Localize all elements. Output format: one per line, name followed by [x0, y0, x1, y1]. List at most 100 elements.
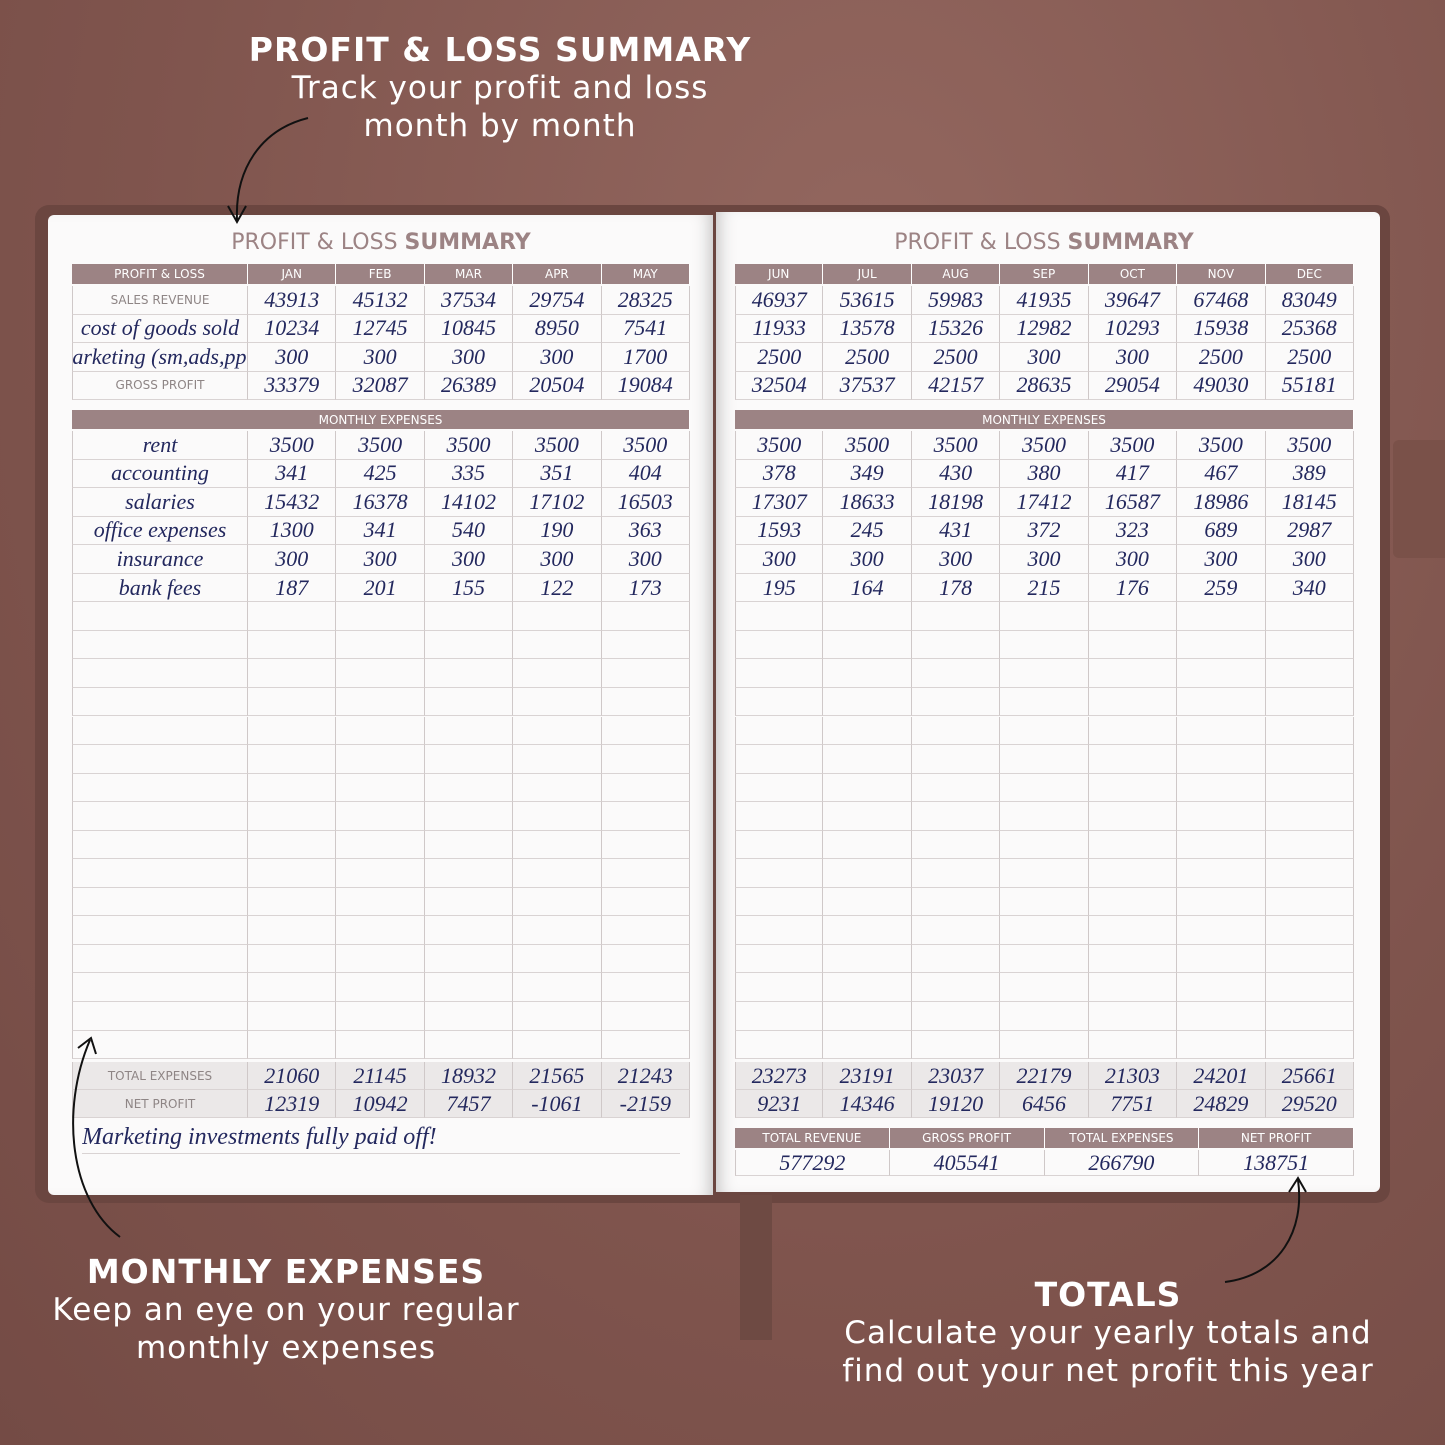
- value-cell: 300: [248, 545, 337, 574]
- empty-cell: [823, 659, 912, 688]
- empty-cell: [1088, 773, 1178, 803]
- month-header: MAR: [424, 264, 514, 284]
- value-cell: 21145: [336, 1062, 425, 1090]
- empty-cell: [601, 944, 690, 974]
- empty-cell: [601, 830, 690, 860]
- empty-cell: [911, 1030, 1001, 1060]
- empty-cell: [248, 887, 337, 917]
- empty-cell: [336, 687, 425, 717]
- empty-cell: [1177, 687, 1266, 717]
- empty-cell: [735, 659, 824, 688]
- value-cell: 18932: [424, 1062, 514, 1090]
- empty-cell: [823, 773, 912, 803]
- empty-cell: [601, 602, 690, 631]
- empty-cell: [601, 887, 690, 917]
- empty-cell: [1265, 802, 1354, 831]
- empty-cell: [1000, 630, 1089, 660]
- empty-cell: [513, 659, 602, 688]
- empty-cell: [513, 887, 602, 917]
- empty-cell: [823, 1002, 912, 1031]
- row-label: [72, 859, 248, 888]
- value-cell: 8950: [513, 314, 602, 343]
- empty-cell: [823, 687, 912, 717]
- row-label: salaries: [72, 488, 248, 517]
- total-header: TOTAL EXPENSES: [1044, 1128, 1200, 1148]
- value-cell: 42157: [911, 371, 1001, 400]
- value-cell: 25661: [1265, 1062, 1354, 1090]
- empty-cell: [513, 944, 602, 974]
- empty-cell: [424, 1030, 514, 1060]
- value-cell: 17307: [735, 488, 824, 517]
- value-cell: 39647: [1088, 286, 1178, 315]
- section-header: MONTHLY EXPENSES: [72, 410, 690, 429]
- value-cell: 21243: [601, 1062, 690, 1090]
- value-cell: 24829: [1177, 1090, 1266, 1118]
- empty-cell: [1088, 859, 1178, 888]
- value-cell: 10942: [336, 1090, 425, 1118]
- value-cell: 323: [1088, 516, 1178, 546]
- value-cell: 173: [601, 573, 690, 603]
- empty-cell: [1000, 887, 1089, 917]
- value-cell: 2500: [823, 343, 912, 372]
- value-cell: 33379: [248, 371, 337, 400]
- value-cell: 1700: [601, 343, 690, 372]
- value-cell: 55181: [1265, 371, 1354, 400]
- row-label: accounting: [72, 459, 248, 489]
- row-label: [72, 1002, 248, 1031]
- empty-cell: [601, 802, 690, 831]
- empty-cell: [1265, 944, 1354, 974]
- ribbon: [740, 1195, 772, 1340]
- empty-cell: [248, 1002, 337, 1031]
- page-title: PROFIT & LOSS SUMMARY: [131, 230, 631, 255]
- empty-cell: [1088, 602, 1178, 631]
- value-cell: 25368: [1265, 314, 1354, 343]
- month-header: MAY: [601, 264, 690, 284]
- value-cell: 363: [601, 516, 690, 546]
- callout-title: PROFIT & LOSS SUMMARY: [248, 30, 752, 69]
- empty-cell: [1088, 887, 1178, 917]
- empty-cell: [1177, 802, 1266, 831]
- empty-cell: [601, 687, 690, 717]
- empty-cell: [911, 773, 1001, 803]
- total-value: 577292: [735, 1150, 890, 1176]
- empty-cell: [911, 716, 1001, 746]
- value-cell: 1300: [248, 516, 337, 546]
- value-cell: 1593: [735, 516, 824, 546]
- callout: MONTHLY EXPENSES Keep an eye on your reg…: [52, 1253, 519, 1367]
- value-cell: 467: [1177, 459, 1266, 489]
- value-cell: 300: [513, 343, 602, 372]
- value-cell: 41935: [1000, 286, 1089, 315]
- empty-cell: [424, 602, 514, 631]
- total-header: NET PROFIT: [1199, 1128, 1354, 1148]
- month-header: APR: [513, 264, 602, 284]
- month-header: OCT: [1088, 264, 1178, 284]
- note: Marketing investments fully paid off!: [82, 1122, 680, 1154]
- empty-cell: [601, 1002, 690, 1031]
- empty-cell: [1088, 973, 1178, 1002]
- empty-cell: [424, 830, 514, 860]
- empty-cell: [424, 944, 514, 974]
- value-cell: 404: [601, 459, 690, 489]
- empty-cell: [823, 887, 912, 917]
- empty-cell: [601, 630, 690, 660]
- empty-cell: [823, 630, 912, 660]
- empty-cell: [823, 830, 912, 860]
- row-label: marketing (sm,ads,ppc): [72, 343, 248, 372]
- empty-cell: [1177, 1030, 1266, 1060]
- value-cell: 417: [1088, 459, 1178, 489]
- value-cell: 259: [1177, 573, 1266, 603]
- month-header: SEP: [1000, 264, 1089, 284]
- value-cell: 18986: [1177, 488, 1266, 517]
- month-header: JUL: [823, 264, 912, 284]
- empty-cell: [1265, 687, 1354, 717]
- empty-cell: [735, 802, 824, 831]
- callout-text: Track your profit and loss: [291, 70, 709, 106]
- value-cell: 3500: [248, 431, 337, 460]
- empty-cell: [735, 859, 824, 888]
- empty-cell: [1265, 630, 1354, 660]
- value-cell: 300: [1177, 545, 1266, 574]
- empty-cell: [248, 630, 337, 660]
- value-cell: 16378: [336, 488, 425, 517]
- row-label: [72, 687, 248, 717]
- empty-cell: [735, 773, 824, 803]
